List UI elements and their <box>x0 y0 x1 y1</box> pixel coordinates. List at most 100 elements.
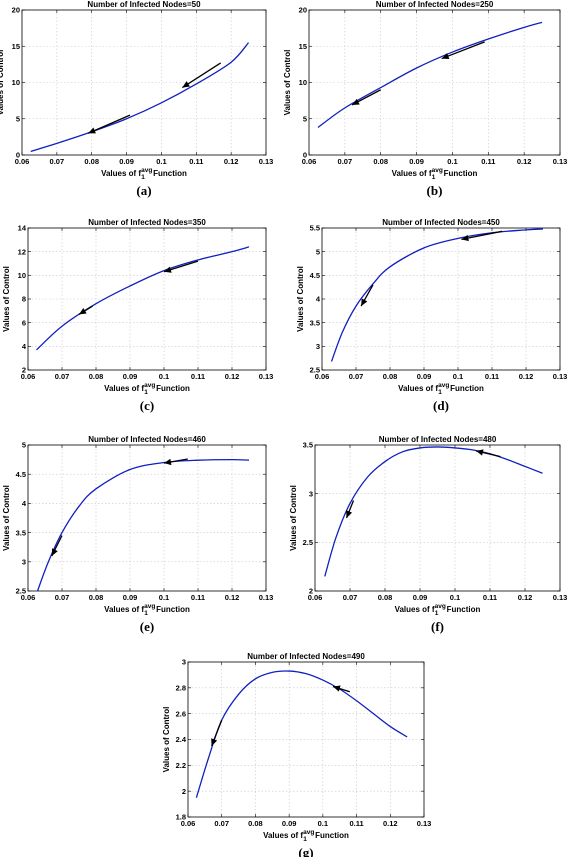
y-tick-label: 3.5 <box>303 441 313 450</box>
x-tick-label: 0.07 <box>55 372 70 381</box>
y-tick-label: 5 <box>316 247 320 256</box>
x-tick-label: 0.13 <box>553 372 568 381</box>
y-tick-label: 14 <box>18 224 27 233</box>
y-tick-label: 2 <box>182 787 186 796</box>
plot-frame <box>314 444 561 592</box>
y-tick-label: 6 <box>22 318 26 327</box>
x-tick-label: 0.07 <box>55 593 70 602</box>
y-tick-label: 2.5 <box>310 366 320 375</box>
chart-panel-b: 0.06 0.07 0.08 0.09 0.1 0.11 0.12 0.13 0 5 10 15 20 N… <box>283 0 567 198</box>
x-tick-label: 0.09 <box>119 157 134 166</box>
x-tick-label: 0.13 <box>553 593 568 602</box>
x-tick-label: 0.06 <box>302 157 317 166</box>
x-tick-label: 0.13 <box>259 593 274 602</box>
x-tick-label: 0.1 <box>447 157 457 166</box>
x-tick-label: 0.12 <box>225 372 240 381</box>
x-tick-label: 0.12 <box>383 819 398 828</box>
y-tick-label: 2 <box>309 587 313 596</box>
y-axis-label: Values of Control <box>0 50 5 116</box>
x-tick-label: 0.07 <box>50 157 65 166</box>
control-curve <box>36 246 250 351</box>
subfigure-label: (c) <box>140 398 154 413</box>
x-tick-label: 0.06 <box>21 593 36 602</box>
x-tick-label: 0.06 <box>308 593 323 602</box>
plot-frame <box>27 444 267 592</box>
y-axis-label: Values of Control <box>283 50 292 116</box>
y-tick-label: 2.4 <box>176 735 187 744</box>
x-tick-label: 0.11 <box>483 593 497 602</box>
x-tick-label: 0.11 <box>485 372 499 381</box>
control-curve <box>317 21 543 128</box>
y-tick-label: 3 <box>22 558 26 567</box>
x-tick-label: 0.09 <box>282 819 297 828</box>
y-tick-label: 0 <box>303 151 307 160</box>
y-tick-label: 4.5 <box>310 271 320 280</box>
chart-title: Number of Infected Nodes=50 <box>87 0 201 9</box>
y-tick-label: 2.2 <box>176 761 186 770</box>
x-tick-label: 0.1 <box>156 157 166 166</box>
subfigure-label: (g) <box>298 845 313 857</box>
y-tick-label: 2 <box>22 366 26 375</box>
trajectory-segment <box>87 114 131 134</box>
y-tick-label: 4.5 <box>16 470 26 479</box>
chart-panel-c: 0.06 0.07 0.08 0.09 0.1 0.11 0.12 0.13 2 4 6 8 10 12 1… <box>2 218 273 413</box>
y-tick-label: 5 <box>16 114 20 123</box>
y-tick-label: 3.5 <box>16 528 26 537</box>
chart-panel-e: 0.06 0.07 0.08 0.09 0.1 0.11 0.12 0.13 2.5 3 3.5 4 4… <box>2 435 273 634</box>
x-tick-label: 0.11 <box>349 819 363 828</box>
x-tick-label: 0.08 <box>248 819 263 828</box>
control-curve <box>30 42 250 153</box>
control-curve <box>330 228 544 362</box>
trajectory-arrowhead <box>361 298 368 307</box>
chart-title: Number of Infected Nodes=460 <box>88 435 206 444</box>
x-tick-label: 0.13 <box>553 157 568 166</box>
y-tick-label: 4 <box>22 499 27 508</box>
x-tick-label: 0.08 <box>89 593 104 602</box>
subfigure-label: (a) <box>136 183 151 198</box>
chart-panel-f: 0.06 0.07 0.08 0.09 0.1 0.11 0.12 0.13 2 2.5 3 3.5 N… <box>289 435 567 634</box>
trajectory-segment <box>181 62 222 89</box>
x-tick-label: 0.06 <box>315 372 330 381</box>
trajectory-arrowhead <box>476 449 484 456</box>
x-tick-label: 0.06 <box>181 819 196 828</box>
x-axis-label: Values of favg 1 Function <box>101 167 187 181</box>
trajectory-arrowhead <box>441 53 450 60</box>
y-tick-label: 15 <box>299 42 307 51</box>
y-axis-label: Values of Control <box>296 266 305 332</box>
y-tick-label: 2.6 <box>176 709 186 718</box>
trajectory-arrowhead <box>346 510 353 518</box>
trajectory-arrowhead <box>461 234 469 242</box>
y-axis-label: Values of Control <box>2 485 11 551</box>
x-tick-label: 0.11 <box>191 372 205 381</box>
x-tick-label: 0.07 <box>343 593 358 602</box>
y-tick-label: 1.8 <box>176 813 186 822</box>
y-tick-label: 12 <box>18 247 26 256</box>
y-tick-label: 4 <box>22 342 27 351</box>
y-axis-label: Values of Control <box>289 485 298 551</box>
y-tick-label: 8 <box>22 295 26 304</box>
trajectory-arrowhead <box>51 548 58 556</box>
y-tick-label: 5 <box>303 114 307 123</box>
x-tick-label: 0.11 <box>481 157 495 166</box>
subfigure-label: (b) <box>427 183 443 198</box>
y-tick-label: 2.5 <box>303 538 313 547</box>
chart-panel-a: 0.06 0.07 0.08 0.09 0.1 0.11 0.12 0.13 0 5 10 15 20 N… <box>0 0 273 198</box>
x-tick-label: 0.1 <box>453 372 463 381</box>
x-tick-label: 0.11 <box>191 593 205 602</box>
y-tick-label: 3 <box>182 658 186 667</box>
trajectory-arrowhead <box>182 81 190 88</box>
x-tick-label: 0.12 <box>224 157 239 166</box>
y-axis-label: Values of Control <box>2 266 11 332</box>
trajectory-arrowhead <box>211 738 218 746</box>
plot-frame <box>308 9 561 156</box>
x-tick-label: 0.12 <box>519 372 534 381</box>
x-tick-label: 0.07 <box>214 819 229 828</box>
x-axis-label: Values of favg 1 Function <box>395 603 481 617</box>
x-tick-label: 0.06 <box>15 157 30 166</box>
control-curve <box>36 458 250 591</box>
x-tick-label: 0.07 <box>349 372 364 381</box>
chart-title: Number of Infected Nodes=250 <box>376 0 494 9</box>
x-axis-label: Values of favg 1 Function <box>392 167 478 181</box>
trajectory-segment <box>441 41 485 60</box>
trajectory-arrowhead <box>164 458 172 466</box>
